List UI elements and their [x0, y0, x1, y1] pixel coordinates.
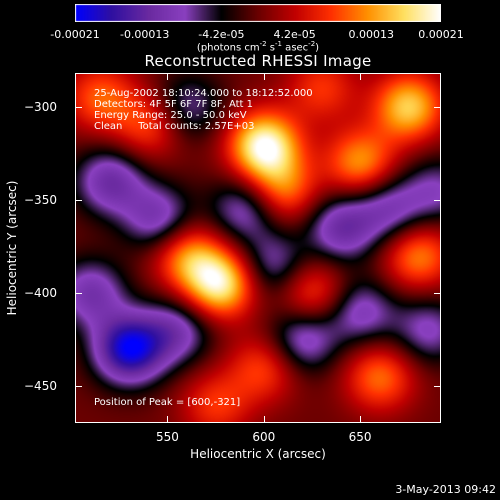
x-tick-mark [167, 73, 169, 80]
y-tick-mark [434, 199, 441, 201]
x-tick-mark [360, 416, 362, 423]
colorbar-tick-label: -0.00021 [50, 28, 100, 41]
peak-position-annotation: Position of Peak = [600,-321] [94, 397, 241, 408]
y-tick-mark [434, 292, 441, 294]
colorbar-tick-label: -0.00013 [119, 28, 170, 41]
y-tick-label: −450 [24, 378, 57, 393]
x-tick-mark [360, 73, 362, 80]
y-axis-label: Heliocentric Y (arcsec) [5, 180, 19, 316]
y-tick-mark [75, 106, 82, 108]
y-tick-label: −350 [24, 192, 57, 207]
x-tick-mark [263, 416, 265, 423]
y-tick-label: −400 [24, 285, 57, 300]
chart-title: Reconstructed RHESSI Image [144, 52, 372, 70]
colorbar-tick-label: 4.2e-05 [273, 28, 316, 41]
y-tick-label: −300 [24, 99, 57, 114]
y-tick-mark [75, 292, 82, 294]
x-tick-label: 550 [156, 430, 179, 444]
y-tick-mark [434, 385, 441, 387]
colorbar-tick-label: 0.00021 [418, 28, 464, 41]
colorbar-tick-label: -4.2e-05 [198, 28, 245, 41]
y-tick-mark [75, 199, 82, 201]
y-tick-mark [75, 385, 82, 387]
x-tick-label: 600 [252, 430, 276, 444]
x-tick-mark [167, 416, 169, 423]
timestamp: 3-May-2013 09:42 [395, 483, 496, 496]
x-tick-label: 650 [348, 430, 372, 444]
x-tick-mark [263, 73, 265, 80]
detectors-annotation: Detectors: 4F 5F 6F 7F 8F, Att 1 [94, 99, 254, 110]
heatmap-image [75, 73, 441, 423]
time-range-annotation: 25-Aug-2002 18:10:24.000 to 18:12:52.000 [94, 88, 313, 99]
y-tick-mark [434, 106, 441, 108]
x-axis-label: Heliocentric X (arcsec) [190, 447, 326, 461]
energy-range-annotation: Energy Range: 25.0 - 50.0 keV [94, 110, 247, 121]
colorbar-unit-label: (photons cm-2 s-1 asec-2) [196, 40, 320, 54]
colorbar-tick-label: 0.00013 [348, 28, 395, 41]
counts-annotation: Clean Total counts: 2.57E+03 [94, 121, 255, 132]
colorbar [75, 4, 441, 22]
